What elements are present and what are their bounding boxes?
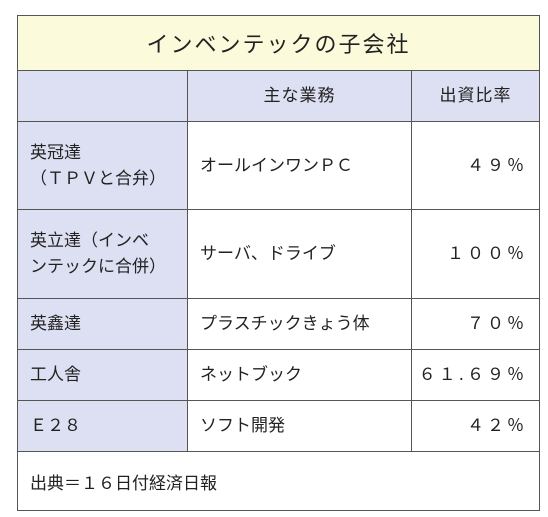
- company-cell: 工人舎: [18, 350, 188, 400]
- business-cell: ネットブック: [188, 350, 412, 400]
- business-cell: プラスチックきょう体: [188, 299, 412, 349]
- company-name: 工人舎: [30, 365, 81, 385]
- company-name: 英立達（インベ ンテックに合併）: [30, 231, 166, 277]
- company-cell: 英鑫達: [18, 299, 188, 349]
- company-cell: Ｅ２８: [18, 401, 188, 451]
- ratio-cell: ４２％: [467, 416, 527, 436]
- table-row: 英冠達 （ＴＰＶと合弁） オールインワンＰＣ ４９％: [18, 122, 539, 210]
- source-note: 出典＝１６日付経済日報: [30, 473, 217, 494]
- table-row: Ｅ２８ ソフト開発 ４２％: [18, 401, 539, 452]
- ratio-cell: １００％: [447, 244, 527, 264]
- table-footer-row: 出典＝１６日付経済日報: [18, 452, 539, 510]
- business-cell: オールインワンＰＣ: [188, 122, 412, 209]
- business-cell: サーバ、ドライブ: [188, 210, 412, 298]
- table-header-row: 主な業務 出資比率: [18, 71, 539, 122]
- company-name: 英冠達 （ＴＰＶと合弁）: [30, 142, 166, 189]
- table-title: インベンテックの子会社: [146, 33, 411, 58]
- header-company: [18, 71, 188, 121]
- table-title-row: インベンテックの子会社: [18, 16, 539, 71]
- company-cell: 英冠達 （ＴＰＶと合弁）: [18, 122, 188, 209]
- ratio-cell: ６１.６９％: [418, 365, 527, 385]
- table-row: 工人舎 ネットブック ６１.６９％: [18, 350, 539, 401]
- subsidiary-table: インベンテックの子会社 主な業務 出資比率 英冠達 （ＴＰＶと合弁） オールイン…: [17, 15, 540, 511]
- company-name: Ｅ２８: [30, 416, 81, 436]
- table-row: 英鑫達 プラスチックきょう体 ７０％: [18, 299, 539, 350]
- header-ratio: 出資比率: [439, 86, 512, 106]
- business-cell: ソフト開発: [188, 401, 412, 451]
- header-business: 主な業務: [188, 71, 412, 121]
- company-cell: 英立達（インベ ンテックに合併）: [18, 210, 188, 298]
- ratio-cell: ４９％: [467, 155, 527, 176]
- ratio-cell: ７０％: [467, 314, 527, 334]
- table-row: 英立達（インベ ンテックに合併） サーバ、ドライブ １００％: [18, 210, 539, 299]
- company-name: 英鑫達: [30, 314, 81, 334]
